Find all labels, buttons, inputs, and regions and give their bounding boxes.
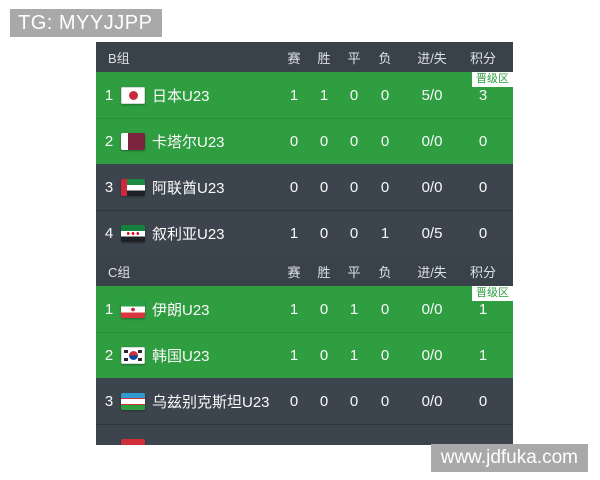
group-header-row: B组 赛 胜 平 负 进/失 积分: [96, 42, 513, 72]
column-header-drawn: 平: [347, 50, 361, 66]
team-name: 叙利亚U23: [152, 225, 225, 243]
stat-points: 0: [478, 224, 488, 242]
stat-points: 3: [478, 86, 488, 104]
stat-lost: 0: [380, 346, 390, 364]
column-header-lost: 负: [378, 264, 392, 280]
team-flag-icon: [121, 300, 145, 318]
stat-goals: 0/5: [421, 224, 443, 242]
stat-drawn: 0: [349, 132, 359, 150]
team-row[interactable]: 2 卡塔尔U23 0 0 0 0 0/0 0: [96, 118, 513, 164]
team-name: 乌兹别克斯坦U23: [152, 393, 270, 411]
stat-played: 1: [289, 346, 299, 364]
team-rank: 1: [104, 86, 114, 104]
team-row[interactable]: 3 乌兹别克斯坦U23 0 0 0 0 0/0 0: [96, 378, 513, 424]
stat-goals: 0/0: [421, 178, 443, 196]
group-name: B组: [108, 50, 130, 66]
stat-lost: 0: [380, 392, 390, 410]
promotion-zone-badge: 晋级区: [472, 286, 513, 301]
team-rank: 4: [104, 224, 114, 242]
stat-drawn: 0: [349, 86, 359, 104]
column-header-lost: 负: [378, 50, 392, 66]
stat-played: 0: [289, 132, 299, 150]
stat-won: 0: [319, 300, 329, 318]
stat-played: 1: [289, 224, 299, 242]
group-header-row: C组 赛 胜 平 负 进/失 积分: [96, 256, 513, 286]
team-flag-icon: [121, 438, 145, 445]
promotion-zone-badge: 晋级区: [472, 72, 513, 87]
stat-lost: 1: [380, 224, 390, 242]
stat-lost: 0: [380, 132, 390, 150]
stat-points: 1: [478, 346, 488, 364]
stat-points: 1: [478, 300, 488, 318]
stat-won: 0: [319, 178, 329, 196]
team-name: 韩国U23: [152, 347, 210, 365]
column-header-points: 积分: [469, 50, 496, 66]
stat-won: 1: [319, 86, 329, 104]
team-row[interactable]: 2 韩国U23 1 0 1 0 0/0 1: [96, 332, 513, 378]
column-header-played: 赛: [287, 264, 301, 280]
stat-played: 1: [289, 300, 299, 318]
tg-badge: TG: MYYJJPP: [10, 9, 163, 37]
stat-lost: 0: [380, 86, 390, 104]
team-flag-icon: [121, 392, 145, 410]
stat-points: 0: [478, 132, 488, 150]
team-row[interactable]: 1 伊朗U23 1 0 1 0 0/0 1: [96, 286, 513, 332]
stat-played: 1: [289, 86, 299, 104]
team-name: 阿联酋U23: [152, 179, 225, 197]
team-name: 卡塔尔U23: [152, 133, 225, 151]
stat-goals: 0/0: [421, 346, 443, 364]
team-row[interactable]: [96, 424, 513, 445]
column-header-goals: 进/失: [417, 50, 447, 66]
team-flag-icon: [121, 178, 145, 196]
stat-drawn: 0: [349, 224, 359, 242]
team-rank: 3: [104, 178, 114, 196]
team-flag-icon: [121, 132, 145, 150]
team-name: 日本U23: [152, 87, 210, 105]
stat-played: 0: [289, 392, 299, 410]
team-row[interactable]: 4 叙利亚U23 1 0 0 1 0/5 0: [96, 210, 513, 256]
stat-won: 0: [319, 346, 329, 364]
stat-points: 0: [478, 178, 488, 196]
column-header-won: 胜: [317, 50, 331, 66]
column-header-won: 胜: [317, 264, 331, 280]
column-header-goals: 进/失: [417, 264, 447, 280]
team-name: 伊朗U23: [152, 301, 210, 319]
stat-drawn: 0: [349, 178, 359, 196]
group-rows: 1 日本U23 1 1 0 0 5/0 3 2 卡塔尔U23 0 0 0 0 0…: [96, 72, 513, 256]
stat-goals: 5/0: [421, 86, 443, 104]
site-watermark: www.jdfuka.com: [430, 444, 588, 472]
group-name: C组: [108, 264, 131, 280]
column-header-points: 积分: [469, 264, 496, 280]
team-rank: 3: [104, 392, 114, 410]
team-flag-icon: [121, 86, 145, 104]
stat-drawn: 1: [349, 346, 359, 364]
stat-drawn: 0: [349, 392, 359, 410]
stat-goals: 0/0: [421, 392, 443, 410]
stat-won: 0: [319, 224, 329, 242]
stat-won: 0: [319, 132, 329, 150]
standings-table: B组 赛 胜 平 负 进/失 积分 晋级区 1 日本U23 1 1 0 0 5/…: [96, 42, 513, 445]
team-row[interactable]: 1 日本U23 1 1 0 0 5/0 3: [96, 72, 513, 118]
team-flag-icon: [121, 224, 145, 242]
stat-points: 0: [478, 392, 488, 410]
stat-played: 0: [289, 178, 299, 196]
team-row[interactable]: 3 阿联酋U23 0 0 0 0 0/0 0: [96, 164, 513, 210]
group-section: C组 赛 胜 平 负 进/失 积分 晋级区 1 伊朗U23 1 0 1 0 0/…: [96, 256, 513, 445]
team-rank: 2: [104, 132, 114, 150]
stat-drawn: 1: [349, 300, 359, 318]
team-rank: 1: [104, 300, 114, 318]
team-flag-icon: [121, 346, 145, 364]
column-header-played: 赛: [287, 50, 301, 66]
stat-goals: 0/0: [421, 132, 443, 150]
stat-lost: 0: [380, 300, 390, 318]
column-header-drawn: 平: [347, 264, 361, 280]
stat-lost: 0: [380, 178, 390, 196]
group-rows: 1 伊朗U23 1 0 1 0 0/0 1 2 韩国U23 1 0 1 0 0/…: [96, 286, 513, 445]
stat-won: 0: [319, 392, 329, 410]
stat-goals: 0/0: [421, 300, 443, 318]
group-section: B组 赛 胜 平 负 进/失 积分 晋级区 1 日本U23 1 1 0 0 5/…: [96, 42, 513, 256]
team-rank: 2: [104, 346, 114, 364]
